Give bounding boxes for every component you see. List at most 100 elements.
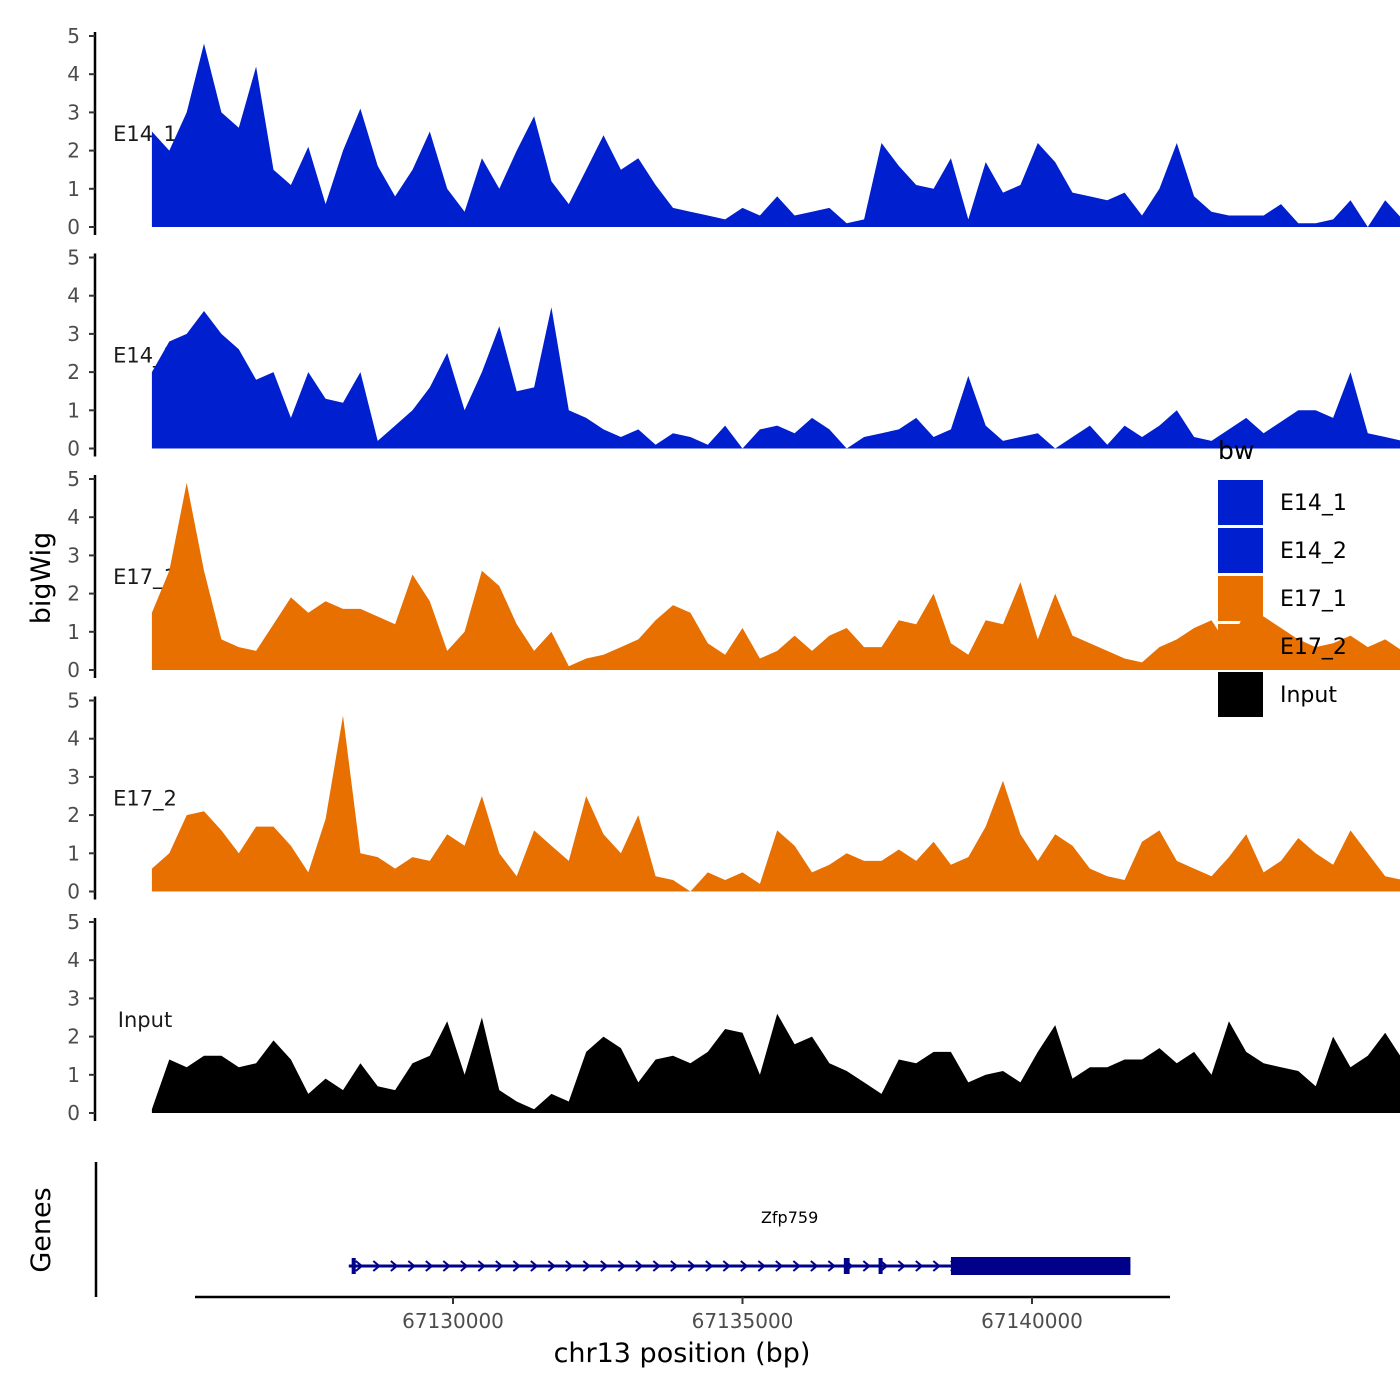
gene-exon	[843, 1258, 850, 1274]
legend-item: E14_1	[1218, 480, 1347, 525]
strand-chevron	[705, 1260, 714, 1272]
track-E17_1: 0 1 2 3 4 5 E17_1	[67, 467, 1400, 682]
y-tick-label: 2	[67, 582, 80, 606]
gene-exon	[878, 1258, 883, 1274]
gene-glyphs: Zfp759	[348, 1208, 1131, 1275]
y-tick-label: 0	[67, 880, 80, 904]
y-tick-label: 2	[67, 360, 80, 384]
genes-panel: Genes Zfp759	[26, 1162, 1131, 1297]
y-tick-label: 2	[67, 1025, 80, 1049]
legend-swatch	[1218, 528, 1263, 573]
y-tick-label: 4	[67, 505, 80, 529]
y-tick-label: 5	[67, 910, 80, 934]
y-tick-label: 1	[67, 620, 80, 644]
y-tick-label: 5	[67, 24, 80, 48]
y-tick-label: 1	[67, 398, 80, 422]
legend-item: E17_1	[1218, 576, 1347, 621]
strand-chevron	[880, 1260, 889, 1272]
legend-item: Input	[1218, 672, 1337, 717]
x-axis-title: chr13 position (bp)	[554, 1338, 811, 1369]
strand-chevron	[775, 1260, 784, 1272]
strand-chevron	[810, 1260, 819, 1272]
strand-chevron	[600, 1260, 609, 1272]
legend-label: E17_2	[1280, 635, 1347, 660]
strand-chevron	[355, 1260, 364, 1272]
y-tick-label: 3	[67, 543, 80, 567]
strand-chevron	[932, 1260, 941, 1272]
signal-area	[151, 1013, 1400, 1113]
signal-area	[151, 43, 1400, 227]
gene-Zfp759: Zfp759	[348, 1208, 1131, 1275]
track-E14_1: 0 1 2 3 4 5 E14_1	[67, 24, 1400, 239]
track-label: E17_2	[113, 787, 177, 812]
strand-chevron	[722, 1260, 731, 1272]
legend-label: E14_1	[1280, 491, 1347, 516]
y-tick-label: 1	[67, 841, 80, 865]
y-tick-label: 4	[67, 727, 80, 751]
legend-swatch	[1218, 624, 1263, 669]
y-tick-label: 5	[67, 246, 80, 270]
y-tick-label: 3	[67, 100, 80, 124]
strand-chevron	[740, 1260, 749, 1272]
y-tick-label: 2	[67, 803, 80, 827]
strand-chevron	[390, 1260, 399, 1272]
strand-chevron	[757, 1260, 766, 1272]
y-axis-title: bigWig	[26, 532, 57, 625]
y-tick-label: 0	[67, 215, 80, 239]
signal-area	[151, 307, 1400, 449]
strand-chevron	[460, 1260, 469, 1272]
legend-label: Input	[1280, 683, 1337, 708]
y-tick-label: 3	[67, 322, 80, 346]
x-tick-label: 67140000	[981, 1309, 1083, 1333]
y-tick-label: 5	[67, 467, 80, 491]
strand-chevron	[792, 1260, 801, 1272]
strand-chevron	[565, 1260, 574, 1272]
strand-chevron	[652, 1260, 661, 1272]
y-tick-label: 1	[67, 177, 80, 201]
strand-chevron	[897, 1260, 906, 1272]
strand-chevron	[407, 1260, 416, 1272]
strand-chevron	[512, 1260, 521, 1272]
signal-area	[151, 715, 1400, 892]
legend-swatch	[1218, 480, 1263, 525]
y-tick-label: 0	[67, 437, 80, 461]
x-axis: 67130000 67135000 67140000 chr13 position …	[195, 1295, 1170, 1369]
y-tick-label: 4	[67, 284, 80, 308]
legend-swatch	[1218, 672, 1263, 717]
y-tick-label: 2	[67, 139, 80, 163]
strand-chevron	[477, 1260, 486, 1272]
strand-chevron	[582, 1260, 591, 1272]
strand-chevron	[635, 1260, 644, 1272]
strand-chevron	[530, 1260, 539, 1272]
signal-area	[151, 482, 1400, 670]
strand-chevron	[915, 1260, 924, 1272]
strand-chevron	[372, 1260, 381, 1272]
track-label: Input	[118, 1008, 172, 1032]
legend-label: E14_2	[1280, 539, 1347, 564]
strand-chevron	[425, 1260, 434, 1272]
signal-tracks: 0 1 2 3 4 5 E14_1 0 1 2 3 4 5 E14_2 0 1 2 3 4 5 E17_1 0 1 2 3 4 5 E…	[67, 24, 1400, 1125]
strand-chevron	[547, 1260, 556, 1272]
strand-chevron	[495, 1260, 504, 1272]
y-tick-label: 3	[67, 765, 80, 789]
legend-title: bw	[1218, 436, 1254, 465]
y-tick-label: 1	[67, 1063, 80, 1087]
y-tick-label: 0	[67, 1101, 80, 1125]
x-ticks: 67130000 67135000 67140000	[402, 1297, 1083, 1333]
y-tick-label: 3	[67, 986, 80, 1010]
track-E17_2: 0 1 2 3 4 5 E17_2	[67, 689, 1400, 904]
strand-chevron	[827, 1260, 836, 1272]
legend: bw E14_1 E14_2 E17_1 E17_2 Input	[1218, 436, 1347, 717]
strand-chevron	[617, 1260, 626, 1272]
legend-item: E17_2	[1218, 624, 1347, 669]
track-Input: 0 1 2 3 4 5 Input	[67, 910, 1400, 1125]
x-tick-label: 67135000	[692, 1309, 794, 1333]
gene-name-label: Zfp759	[761, 1208, 818, 1227]
legend-label: E17_1	[1280, 587, 1347, 612]
y-tick-label: 0	[67, 658, 80, 682]
legend-items: E14_1 E14_2 E17_1 E17_2 Input	[1218, 480, 1347, 717]
y-tick-label: 4	[67, 62, 80, 86]
legend-item: E14_2	[1218, 528, 1347, 573]
